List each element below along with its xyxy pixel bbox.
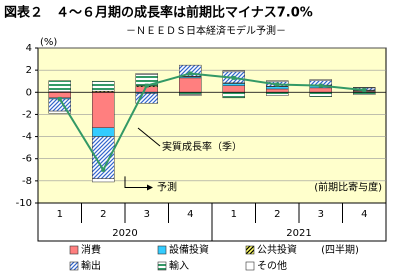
bar-segment xyxy=(179,77,202,93)
bar-segment xyxy=(266,86,289,90)
line-marker xyxy=(188,71,193,76)
x-tick-label: 3 xyxy=(318,209,324,220)
legend-label: 設備投資 xyxy=(169,243,209,256)
y-tick-label: -8 xyxy=(22,176,32,187)
legend-label: 輸入 xyxy=(169,259,189,272)
line-marker xyxy=(57,96,62,101)
x-tick-label: 1 xyxy=(231,209,237,220)
legend-swatch xyxy=(245,261,255,271)
bar-segment xyxy=(135,73,158,75)
bar-segment xyxy=(222,70,245,73)
bar-segment xyxy=(222,92,245,99)
x-group-label: 2020 xyxy=(112,228,137,239)
legend-swatch xyxy=(245,245,255,255)
forecast-arrowhead xyxy=(147,184,153,191)
bar-segment xyxy=(48,110,71,114)
value-note: (前期比寄与度) xyxy=(314,181,382,194)
y-tick-label: -4 xyxy=(22,132,32,143)
legend-label: 公共投資 xyxy=(257,243,297,256)
growth-line xyxy=(58,72,365,172)
bar-segment xyxy=(179,64,202,77)
bar-segment xyxy=(92,92,115,128)
bar-segment xyxy=(92,178,115,183)
x-tick-label: 4 xyxy=(361,209,367,220)
x-group-label: 2021 xyxy=(286,228,311,239)
y-tick-label: -10 xyxy=(16,198,32,209)
legend-label: 消費 xyxy=(81,243,101,256)
bar-segment xyxy=(222,83,245,86)
line-marker xyxy=(144,83,149,88)
y-unit: (%) xyxy=(40,37,57,48)
bar-segment xyxy=(92,127,115,137)
bar-segment xyxy=(266,88,289,93)
forecast-label: 予測 xyxy=(157,181,177,194)
y-tick-label: -2 xyxy=(22,109,32,120)
x-tick-label: 2 xyxy=(100,209,106,220)
line-label: 実質成長率（季） xyxy=(162,140,242,153)
bar-segment xyxy=(48,80,71,92)
chart-title: 図表２ ４～６月期の成長率は前期比マイナス7.0% xyxy=(4,5,313,21)
chart-subtitle: －ＮＥＥＤＳ日本経済モデル予測－ xyxy=(126,24,286,37)
y-tick-label: 2 xyxy=(26,65,32,76)
plot-area xyxy=(37,47,387,204)
annotation-arrow xyxy=(137,127,161,147)
bar-segment xyxy=(309,92,332,97)
forecast-arrow xyxy=(124,176,149,188)
bar-segment xyxy=(309,87,332,93)
y-tick-label: -6 xyxy=(22,154,32,165)
bar-segment xyxy=(222,85,245,93)
y-tick-label: 4 xyxy=(26,43,32,54)
legend-label: その他 xyxy=(257,259,287,272)
bar-segment xyxy=(179,94,202,96)
legend-note: (四半期) xyxy=(321,243,359,256)
y-tick-label: 0 xyxy=(26,87,32,98)
x-tick-label: 1 xyxy=(57,209,63,220)
bar-segment xyxy=(135,93,158,104)
bar-segment xyxy=(266,92,289,96)
bar-segment xyxy=(353,87,376,89)
x-tick-label: 4 xyxy=(187,209,193,220)
legend-swatch xyxy=(69,261,79,271)
bar-segment xyxy=(92,80,115,92)
x-tick-label: 2 xyxy=(274,209,280,220)
legend-label: 輸出 xyxy=(81,259,101,272)
legend-swatch xyxy=(157,261,167,271)
legend-swatch xyxy=(157,245,167,255)
line-marker xyxy=(362,88,367,93)
line-marker xyxy=(318,83,323,88)
line-marker xyxy=(275,82,280,87)
legend-swatch xyxy=(69,245,79,255)
x-tick-label: 3 xyxy=(144,209,150,220)
line-marker xyxy=(231,75,236,80)
bar-segment xyxy=(266,80,289,83)
line-marker xyxy=(101,167,106,172)
bar-segment xyxy=(309,79,332,81)
